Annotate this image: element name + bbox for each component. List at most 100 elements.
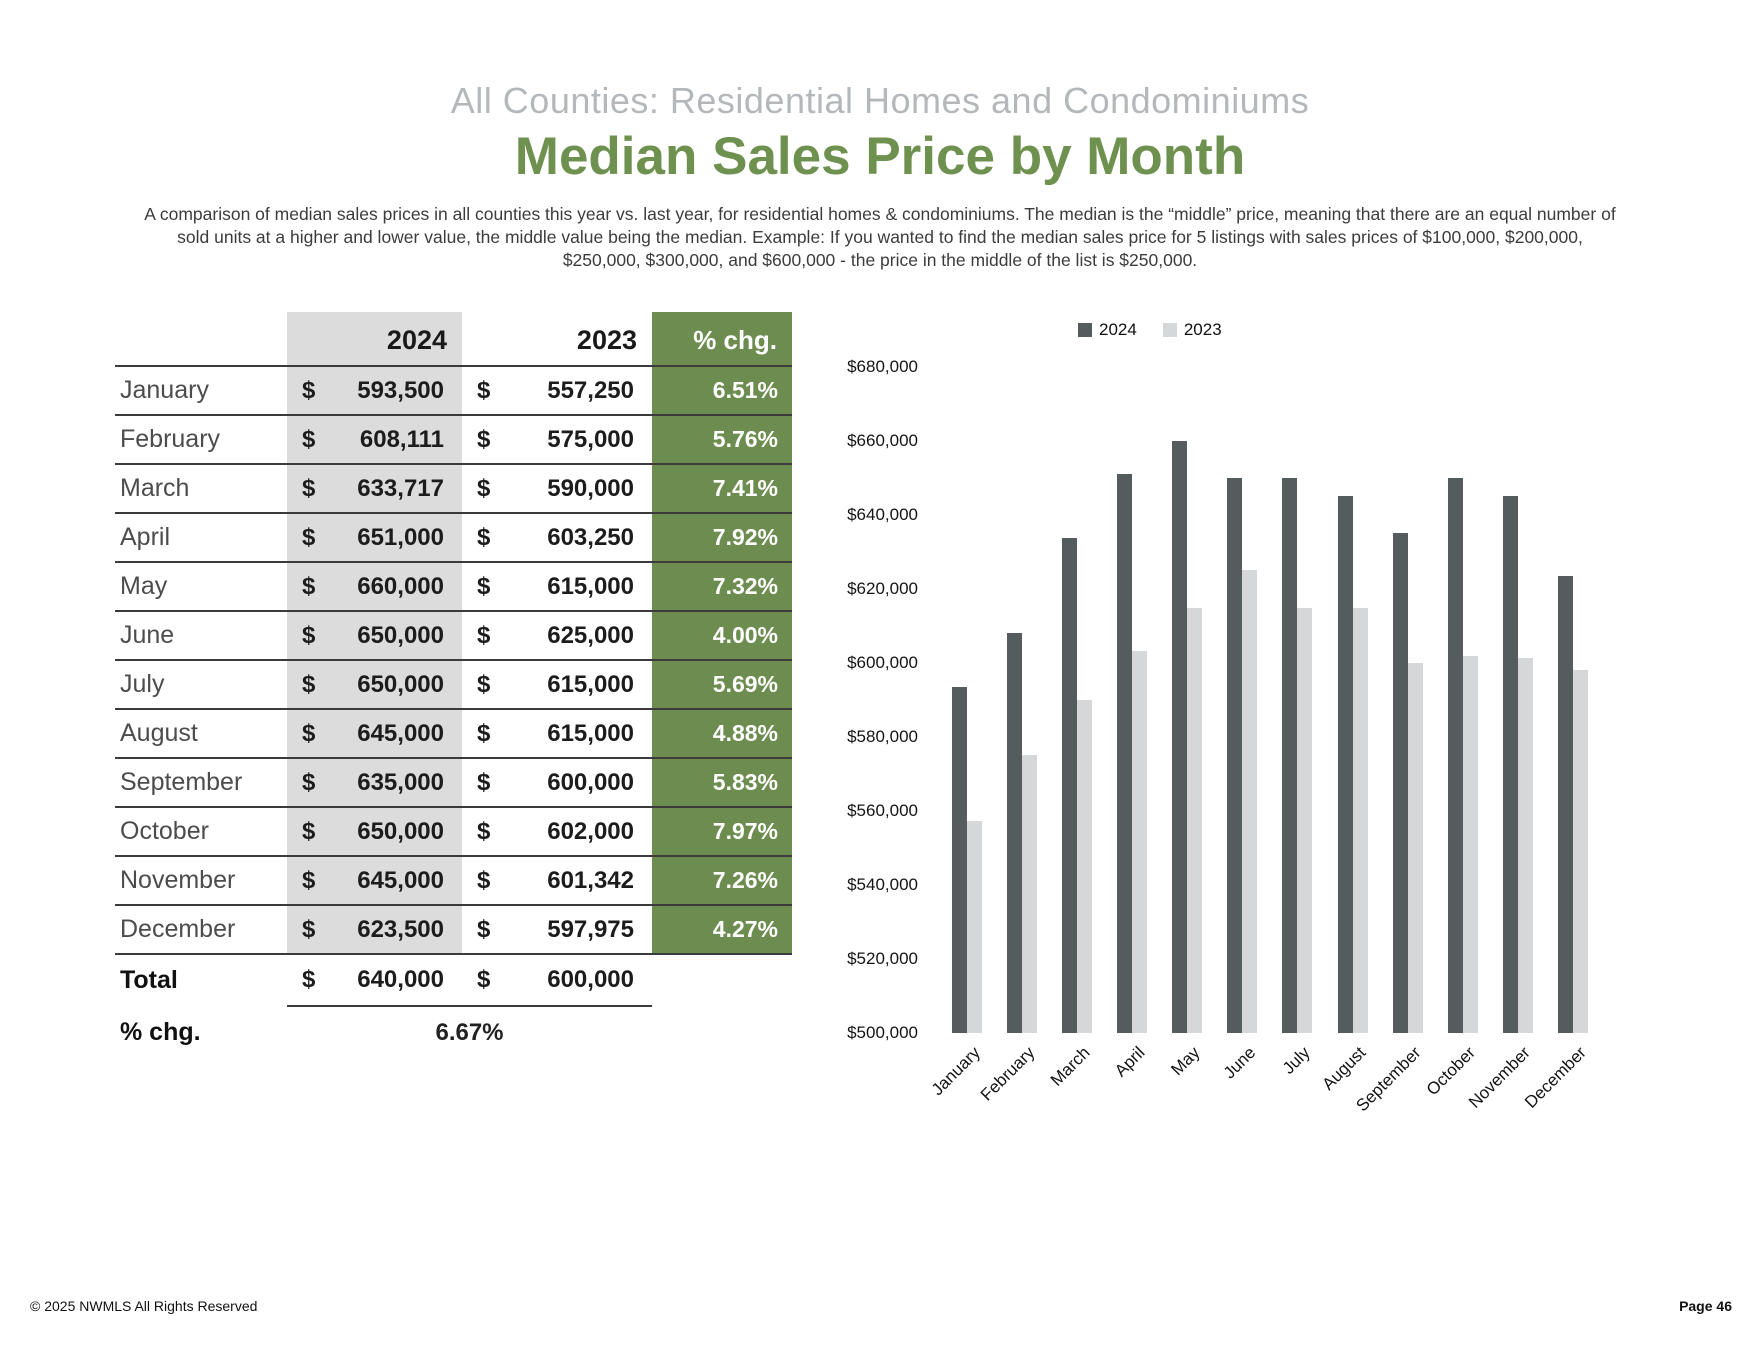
table-section: 2024 2023 % chg. January $593,500 $557,250… (115, 312, 792, 1058)
bar-2024-june (1227, 478, 1243, 1033)
chart-legend: 2024 2023 (1078, 320, 1222, 340)
page-description: A comparison of median sales prices in a… (144, 204, 1616, 270)
legend-swatch-2024 (1078, 323, 1092, 337)
pct-change-cell: 5.69% (652, 659, 792, 709)
x-axis-label-june: June (1219, 1043, 1259, 1083)
y-axis-tick: $520,000 (847, 949, 918, 968)
price-2023-cell: $615,000 (462, 561, 652, 611)
bar-2023-december (1572, 670, 1588, 1033)
currency-symbol: $ (477, 817, 491, 845)
price-2024-value: 635,000 (357, 768, 444, 796)
bar-group-february (1007, 633, 1038, 1033)
price-2023-value: 602,000 (547, 817, 634, 845)
price-2024-cell: $645,000 (287, 855, 462, 905)
currency-symbol: $ (477, 768, 491, 796)
bar-2024-august (1337, 496, 1353, 1033)
pct-change-cell: 7.26% (652, 855, 792, 905)
currency-symbol: $ (302, 376, 316, 404)
median-price-table: 2024 2023 % chg. January $593,500 $557,250… (115, 312, 792, 1058)
x-axis-label-may: May (1167, 1043, 1204, 1080)
legend-swatch-2023 (1162, 323, 1177, 337)
price-2023-value: 615,000 (547, 670, 634, 698)
y-axis-tick: $540,000 (847, 875, 918, 894)
table-row: May $660,000 $615,000 7.32% (115, 561, 792, 611)
table-row: October $650,000 $602,000 7.97% (115, 806, 792, 856)
total-2024-cell: $ 640,000 (287, 954, 462, 1007)
pct-change-cell: 6.51% (652, 365, 792, 415)
total-2023-value: 600,000 (547, 966, 634, 993)
currency-symbol: $ (302, 768, 316, 796)
y-axis-tick: $580,000 (847, 727, 918, 746)
table-row: August $645,000 $615,000 4.88% (115, 708, 792, 758)
currency-symbol: $ (302, 719, 316, 747)
price-2023-cell: $602,000 (462, 806, 652, 856)
legend-label-2023: 2023 (1183, 320, 1222, 339)
price-2023-value: 590,000 (547, 474, 634, 502)
pct-change-cell: 5.83% (652, 757, 792, 807)
price-2024-cell: $645,000 (287, 708, 462, 758)
price-2024-cell: $635,000 (287, 757, 462, 807)
pct-change-empty-cell (652, 1006, 792, 1058)
currency-symbol: $ (477, 376, 491, 404)
page-header: All Counties: Residential Homes and Cond… (0, 0, 1760, 272)
footer-copyright: © 2025 NWMLS All Rights Reserved (30, 1298, 258, 1314)
price-2023-value: 601,342 (547, 866, 634, 894)
pct-change-cell: 7.97% (652, 806, 792, 856)
footer-page-number: Page 46 (1679, 1298, 1732, 1314)
table-header-2024: 2024 (287, 312, 462, 366)
bar-2023-november (1517, 658, 1533, 1033)
table-row: February $608,111 $575,000 5.76% (115, 414, 792, 464)
month-cell: March (115, 463, 287, 513)
month-cell: June (115, 610, 287, 660)
month-cell: May (115, 561, 287, 611)
currency-symbol: $ (302, 621, 316, 649)
table-row: January $593,500 $557,250 6.51% (115, 365, 792, 415)
month-cell: September (115, 757, 287, 807)
month-cell: April (115, 512, 287, 562)
total-empty-cell (652, 954, 792, 1006)
bar-2024-march (1062, 538, 1078, 1033)
month-cell: November (115, 855, 287, 905)
price-2024-value: 593,500 (357, 376, 444, 404)
price-2024-cell: $650,000 (287, 610, 462, 660)
plot-area (952, 367, 1588, 1033)
pct-change-cell: 7.41% (652, 463, 792, 513)
y-axis-tick: $660,000 (847, 431, 918, 450)
price-2023-cell: $597,975 (462, 904, 652, 955)
table-row: November $645,000 $601,342 7.26% (115, 855, 792, 905)
price-2024-cell: $623,500 (287, 904, 462, 955)
x-axis-label-july: July (1279, 1043, 1314, 1078)
currency-symbol: $ (477, 866, 491, 894)
price-2024-cell: $650,000 (287, 659, 462, 709)
bar-group-march (1062, 538, 1093, 1033)
table-row: July $650,000 $615,000 5.69% (115, 659, 792, 709)
price-2024-cell: $608,111 (287, 414, 462, 464)
table-header-row: 2024 2023 % chg. (115, 312, 792, 366)
bar-2023-september (1407, 663, 1423, 1033)
price-2024-cell: $650,000 (287, 806, 462, 856)
bar-2024-september (1392, 533, 1408, 1033)
bar-group-august (1337, 496, 1368, 1033)
bar-2024-july (1282, 478, 1298, 1033)
bar-2023-may (1187, 608, 1203, 1033)
price-2023-value: 603,250 (547, 523, 634, 551)
price-2024-cell: $660,000 (287, 561, 462, 611)
table-row: June $650,000 $625,000 4.00% (115, 610, 792, 660)
currency-symbol: $ (477, 572, 491, 600)
currency-symbol: $ (302, 425, 316, 453)
currency-symbol: $ (302, 966, 316, 993)
bar-2024-february (1007, 633, 1023, 1033)
price-2024-value: 660,000 (357, 572, 444, 600)
x-axis-label-january: January (927, 1043, 984, 1100)
currency-symbol: $ (302, 474, 316, 502)
price-2023-cell: $601,342 (462, 855, 652, 905)
bar-group-july (1282, 478, 1313, 1033)
month-cell: February (115, 414, 287, 464)
table-row: March $633,717 $590,000 7.41% (115, 463, 792, 513)
price-2024-value: 651,000 (357, 523, 444, 551)
y-axis-tick: $680,000 (847, 357, 918, 376)
month-cell: January (115, 365, 287, 415)
bar-2023-april (1132, 651, 1148, 1033)
pct-change-cell: 7.32% (652, 561, 792, 611)
price-2023-cell: $603,250 (462, 512, 652, 562)
